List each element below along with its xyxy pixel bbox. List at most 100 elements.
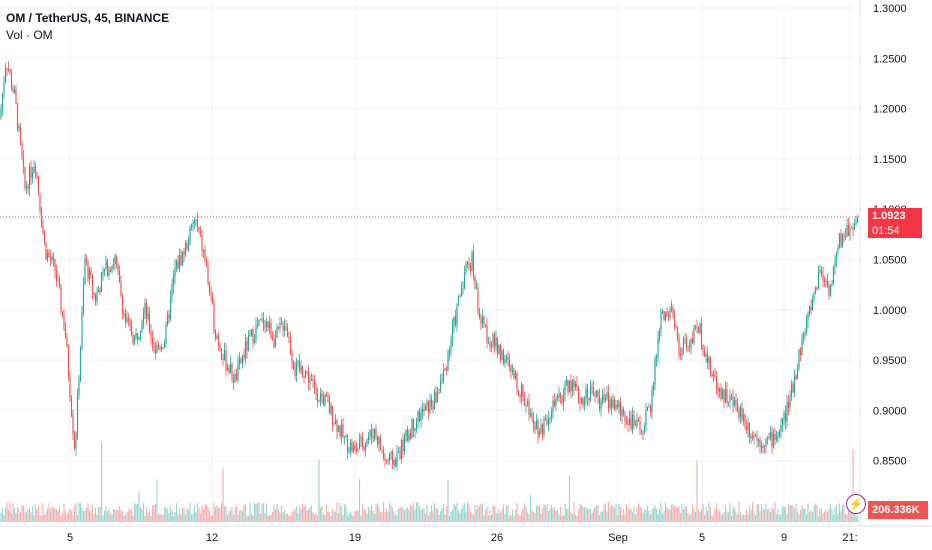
- volume-bar: [819, 509, 821, 522]
- candle-body: [732, 396, 734, 406]
- volume-bar: [55, 508, 58, 522]
- time-axis[interactable]: 5 12 19 26 Sep 5 9 21:: [67, 532, 858, 544]
- candle-body: [219, 345, 221, 350]
- volume-bar: [406, 507, 409, 522]
- candle-body: [519, 395, 521, 397]
- volume-bar: [810, 509, 812, 522]
- chart-legend[interactable]: OM / TetherUS, 45, BINANCE Vol · OM: [6, 10, 169, 44]
- candle-body: [822, 274, 824, 280]
- volume-bar: [229, 510, 232, 522]
- candle-body: [669, 310, 671, 318]
- volume-bar: [313, 514, 316, 522]
- candle-body: [399, 451, 401, 459]
- volume-bar: [526, 512, 529, 522]
- candle-body: [418, 411, 421, 422]
- volume-bar: [300, 508, 302, 522]
- candle-body: [141, 323, 143, 333]
- candle-body: [334, 419, 337, 424]
- candle-body: [256, 324, 259, 326]
- volume-bar: [709, 507, 712, 522]
- volume-bar: [111, 514, 113, 522]
- candle-body: [615, 404, 617, 409]
- volume-bar: [81, 507, 83, 522]
- candle-body: [565, 380, 568, 385]
- candle-body: [61, 311, 64, 315]
- volume-bar: [30, 512, 32, 522]
- candle-body: [630, 418, 632, 430]
- volume-bar: [274, 509, 277, 522]
- volume-bar: [687, 513, 689, 522]
- candle-body: [646, 407, 649, 411]
- volume-bar: [187, 510, 190, 522]
- volume-bar: [151, 505, 154, 522]
- candle-body: [687, 346, 689, 347]
- candle-body: [127, 318, 130, 320]
- candle-body: [232, 378, 235, 383]
- volume-bar: [93, 513, 95, 522]
- candle-body: [688, 346, 691, 348]
- candle-body: [412, 418, 415, 431]
- candle-body: [594, 395, 596, 397]
- volume-bar: [364, 510, 367, 522]
- candle-body: [802, 335, 805, 339]
- candle-body: [769, 431, 772, 438]
- candle-body: [277, 327, 280, 329]
- volume-bar: [667, 509, 670, 522]
- volume-bar: [754, 515, 757, 522]
- volume-bar: [277, 508, 280, 522]
- volume-bar: [691, 503, 694, 522]
- candle-body: [114, 256, 116, 265]
- candle-body: [96, 292, 98, 302]
- candle-body: [852, 227, 854, 230]
- candle-body: [465, 263, 467, 272]
- volume-bar: [571, 513, 574, 522]
- candle-body: [382, 450, 385, 459]
- candle-body: [300, 366, 302, 371]
- price-axis[interactable]: 1.30001.25001.20001.15001.10001.05001.00…: [873, 3, 907, 468]
- candle-body: [27, 186, 29, 189]
- candle-body: [111, 265, 113, 272]
- volume-bar: [771, 507, 773, 522]
- candle-body: [502, 350, 505, 364]
- candle-body: [450, 340, 452, 350]
- volume-bar: [783, 506, 785, 522]
- candle-body: [304, 370, 307, 378]
- candle-body: [792, 384, 794, 393]
- volume-bar: [234, 507, 236, 522]
- volume-bar: [657, 513, 659, 522]
- candle-body: [124, 313, 127, 323]
- symbol-title[interactable]: OM / TetherUS, 45, BINANCE: [6, 11, 170, 25]
- volume-bar: [454, 505, 457, 522]
- candle-body: [363, 446, 365, 450]
- volume-bar: [568, 475, 571, 522]
- volume-legend[interactable]: Vol · OM: [6, 28, 53, 42]
- candle-body: [441, 379, 443, 382]
- volume-bar: [414, 509, 416, 522]
- candle-body: [417, 411, 419, 422]
- candle-body: [834, 259, 836, 268]
- volume-bar: [600, 511, 602, 522]
- candle-body: [426, 401, 428, 406]
- volume-bar: [280, 505, 283, 522]
- volume-bar: [636, 508, 638, 522]
- volume-bar: [474, 504, 476, 522]
- lightning-icon[interactable]: ⚡: [846, 494, 866, 514]
- candle-body: [33, 166, 35, 173]
- candle-body: [690, 338, 692, 348]
- candle-body: [783, 412, 785, 420]
- volume-bar: [492, 505, 494, 522]
- candle-body: [532, 418, 535, 426]
- candle-body: [234, 374, 236, 383]
- volume-bar: [303, 506, 305, 522]
- candle-body: [222, 358, 224, 360]
- candle-body: [463, 271, 466, 289]
- candle-body: [499, 345, 502, 360]
- volume-bar: [523, 503, 526, 522]
- candle-body: [763, 446, 766, 447]
- volume-bar: [0, 512, 2, 522]
- volume-bar: [552, 508, 554, 522]
- volume-bar: [1, 507, 4, 522]
- volume-bar: [57, 510, 59, 522]
- candle-body: [21, 142, 23, 158]
